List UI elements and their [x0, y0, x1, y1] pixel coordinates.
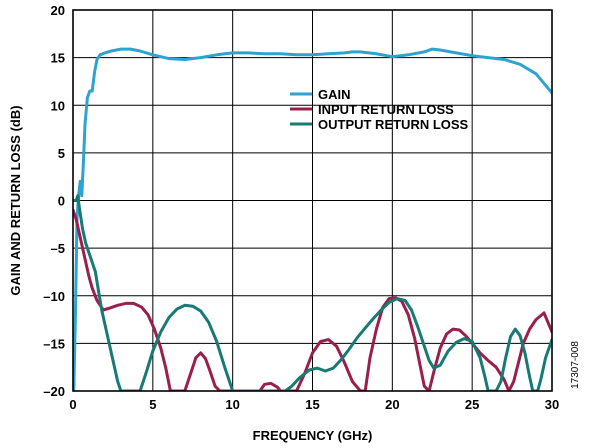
series-lines — [73, 47, 552, 391]
y-tick-label: 0 — [58, 194, 65, 209]
series-line-gain — [73, 47, 552, 391]
x-tick-label: 0 — [69, 397, 76, 412]
legend-label: GAIN — [318, 87, 351, 102]
tick-labels: 0 5 10 15 20 25 30 20 15 10 5 0 –5 –10 –15 –20 — [43, 3, 559, 412]
series-line-output-return-loss — [73, 194, 552, 391]
x-tick-label: 5 — [149, 397, 156, 412]
x-axis-title: FREQUENCY (GHz) — [253, 428, 373, 443]
y-tick-label: 20 — [51, 3, 65, 18]
legend-label: OUTPUT RETURN LOSS — [318, 117, 469, 132]
y-tick-label: –15 — [43, 336, 65, 351]
grid — [72, 9, 553, 392]
x-tick-label: 15 — [305, 397, 319, 412]
legend-label: INPUT RETURN LOSS — [318, 102, 454, 117]
x-tick-label: 20 — [385, 397, 399, 412]
y-axis-title: GAIN AND RETURN LOSS (dB) — [8, 105, 23, 295]
y-tick-label: –20 — [43, 384, 65, 399]
y-tick-label: 10 — [51, 98, 65, 113]
plot-frame — [72, 9, 553, 392]
y-tick-label: –5 — [51, 241, 65, 256]
y-tick-label: –10 — [43, 289, 65, 304]
y-tick-label: 5 — [58, 146, 65, 161]
x-tick-label: 30 — [545, 397, 559, 412]
figure-id: 17307-008 — [570, 341, 581, 389]
x-tick-label: 25 — [465, 397, 479, 412]
y-tick-label: 15 — [51, 51, 65, 66]
x-tick-label: 10 — [225, 397, 239, 412]
